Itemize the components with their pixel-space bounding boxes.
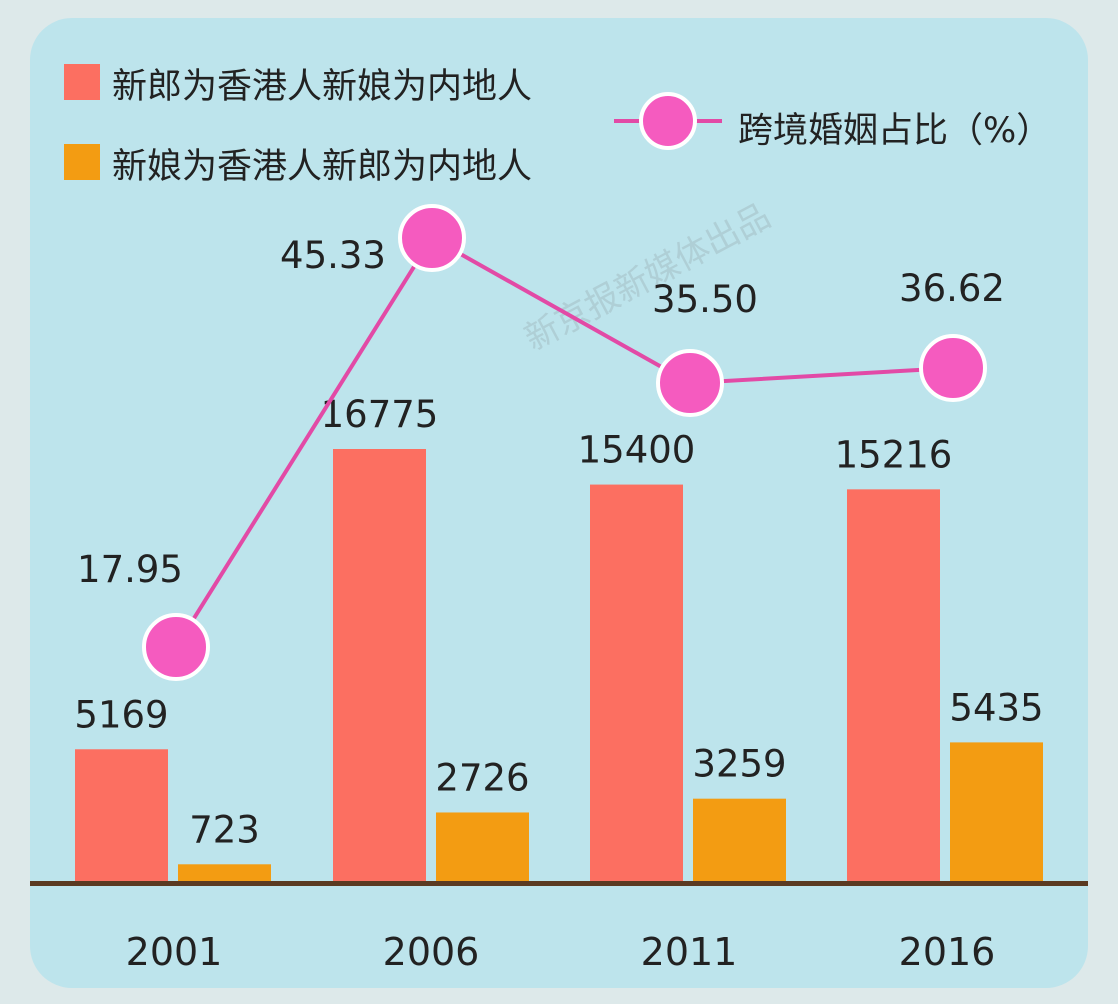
bar-label-series2-2001: 723 <box>189 808 260 851</box>
bar-label-series2-2016: 5435 <box>949 686 1043 729</box>
bar-label-series1-2011: 15400 <box>578 429 696 472</box>
bar-series2-2001 <box>178 864 271 883</box>
line-series-ratio <box>174 235 954 649</box>
bar-series1-2001 <box>75 749 168 883</box>
legend-label-series2: 新娘为香港人新郎为内地人 <box>112 147 533 187</box>
line-point-2001 <box>142 613 210 681</box>
x-tick-label-2001: 2001 <box>126 930 223 974</box>
bar-series1-2006 <box>333 449 426 883</box>
legend-swatch-series2 <box>64 144 100 180</box>
legend-label-series1: 新郎为香港人新娘为内地人 <box>112 67 533 107</box>
line-label-2006: 45.33 <box>280 234 386 277</box>
bar-series1-2011 <box>590 484 683 883</box>
bar-label-series1-2006: 16775 <box>321 393 439 436</box>
line-point-2006 <box>398 204 466 272</box>
bar-label-series2-2006: 2726 <box>435 756 529 799</box>
legend-label-line: 跨境婚姻占比（%） <box>738 111 1052 151</box>
legend-swatch-series1 <box>64 64 100 100</box>
x-tick-label-2016: 2016 <box>899 930 996 974</box>
bar-series2-2006 <box>436 812 529 883</box>
x-tick-label-2006: 2006 <box>383 930 480 974</box>
legend-line-marker <box>639 92 697 150</box>
line-point-2016 <box>919 334 987 402</box>
bar-label-series1-2016: 15216 <box>835 433 953 476</box>
x-tick-label-2011: 2011 <box>641 930 738 974</box>
line-label-2001: 17.95 <box>77 548 183 591</box>
bar-label-series1-2001: 5169 <box>74 693 168 736</box>
bar-series2-2011 <box>693 798 786 883</box>
bar-label-series2-2011: 3259 <box>692 743 786 786</box>
line-label-2011: 35.50 <box>652 278 758 321</box>
bar-series1-2016 <box>847 489 940 883</box>
x-axis-line <box>30 881 1088 886</box>
line-label-2016: 36.62 <box>899 267 1005 310</box>
bar-series2-2016 <box>950 742 1043 883</box>
line-point-2011 <box>656 349 724 417</box>
